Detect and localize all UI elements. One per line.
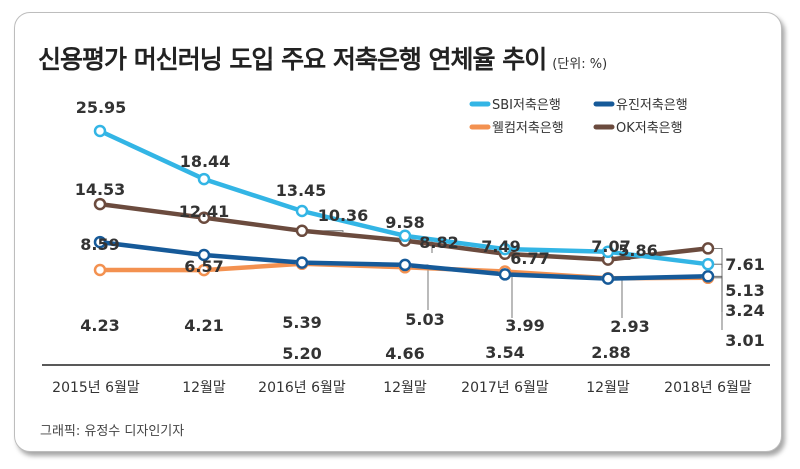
legend-item-OK저축은행: OK저축은행 bbox=[593, 120, 683, 136]
legend-label: SBI저축은행 bbox=[492, 97, 561, 113]
marker-SBI저축은행-3 bbox=[398, 229, 412, 243]
marker-웰컴저축은행-1 bbox=[197, 263, 211, 277]
x-tick-label-3: 12월말 bbox=[383, 380, 427, 396]
value-label-OK저축은행-5: 5.86 bbox=[618, 241, 657, 260]
marker-SBI저축은행-4 bbox=[498, 242, 512, 256]
value-label-SBI저축은행-3: 9.58 bbox=[385, 213, 424, 232]
legend-label: 웰컴저축은행 bbox=[492, 120, 564, 136]
value-label-OK저축은행-4: 6.77 bbox=[510, 249, 549, 268]
marker-유진저축은행-1 bbox=[197, 248, 211, 262]
legend-label: 유진저축은행 bbox=[616, 97, 688, 113]
value-label-SBI저축은행-6: 5.13 bbox=[725, 281, 764, 300]
marker-SBI저축은행-5 bbox=[601, 245, 615, 259]
x-tick-label-6: 2018년 6월말 bbox=[664, 380, 752, 396]
value-label-OK저축은행-0: 14.53 bbox=[75, 180, 126, 199]
marker-유진저축은행-2 bbox=[295, 256, 309, 269]
label-leader bbox=[708, 277, 723, 330]
marker-SBI저축은행-1 bbox=[197, 172, 211, 186]
marker-SBI저축은행-2 bbox=[295, 204, 309, 218]
marker-유진저축은행-0 bbox=[93, 235, 107, 249]
marker-SBI저축은행-6 bbox=[701, 257, 715, 271]
marker-OK저축은행-2 bbox=[295, 224, 309, 238]
value-label-유진저축은행-4: 3.54 bbox=[485, 343, 524, 362]
value-label-유진저축은행-5: 2.88 bbox=[591, 343, 630, 362]
marker-OK저축은행-6 bbox=[701, 242, 715, 255]
marker-유진저축은행-6 bbox=[701, 270, 715, 283]
value-labels: 25.95 18.44 13.45 9.58 7.49 7.07 5.13 8.59 6.57 5… bbox=[75, 98, 765, 363]
value-label-SBI저축은행-5: 7.07 bbox=[591, 237, 630, 256]
value-label-OK저축은행-1: 12.41 bbox=[179, 202, 230, 221]
value-label-웰컴저축은행-4: 3.99 bbox=[505, 316, 544, 335]
legend-item-SBI저축은행: SBI저축은행 bbox=[469, 97, 561, 113]
value-label-유진저축은행-1: 6.57 bbox=[184, 257, 223, 276]
x-tick-label-2: 2016년 6월말 bbox=[258, 380, 346, 396]
legend-item-유진저축은행: 유진저축은행 bbox=[593, 97, 688, 113]
marker-유진저축은행-4 bbox=[498, 268, 512, 281]
value-label-SBI저축은행-2: 13.45 bbox=[276, 181, 327, 200]
marker-웰컴저축은행-0 bbox=[93, 263, 107, 277]
credit-line: 그래픽: 유정수 디자인기자 bbox=[40, 424, 185, 439]
value-label-유진저축은행-0: 8.59 bbox=[80, 235, 119, 254]
marker-유진저축은행-5 bbox=[601, 272, 615, 285]
unit-label: (단위: %) bbox=[552, 57, 608, 72]
marker-SBI저축은행-0 bbox=[93, 124, 107, 138]
value-label-유진저축은행-6: 3.24 bbox=[725, 301, 764, 320]
value-label-웰컴저축은행-0: 4.23 bbox=[80, 316, 119, 335]
marker-OK저축은행-1 bbox=[197, 211, 211, 224]
x-tick-labels: 2015년 6월말 12월말 2016년 6월말 12월말 2017년 6월말 12월말 2… bbox=[52, 380, 752, 396]
legend-item-웰컴저축은행: 웰컴저축은행 bbox=[469, 120, 564, 136]
value-label-웰컴저축은행-5: 2.93 bbox=[610, 317, 649, 336]
chart-title-block: 신용평가 머신러닝 도입 주요 저축은행 연체율 추이 (단위: %) bbox=[38, 40, 607, 76]
value-label-유진저축은행-2: 5.39 bbox=[282, 313, 321, 332]
x-tick-label-0: 2015년 6월말 bbox=[52, 380, 140, 396]
value-label-SBI저축은행-0: 25.95 bbox=[76, 98, 127, 117]
value-label-웰컴저축은행-1: 4.21 bbox=[184, 316, 223, 335]
value-label-SBI저축은행-4: 7.49 bbox=[481, 237, 520, 256]
value-label-웰컴저축은행-6: 3.01 bbox=[725, 331, 764, 350]
marker-OK저축은행-0 bbox=[93, 197, 107, 211]
value-label-OK저축은행-2: 10.36 bbox=[318, 206, 369, 225]
x-tick-label-5: 12월말 bbox=[586, 380, 630, 396]
value-label-웰컴저축은행-3: 4.66 bbox=[385, 344, 424, 363]
value-label-OK저축은행-6: 7.61 bbox=[725, 255, 764, 274]
value-label-SBI저축은행-1: 18.44 bbox=[180, 152, 231, 171]
chart-title: 신용평가 머신러닝 도입 주요 저축은행 연체율 추이 bbox=[38, 45, 547, 74]
series-markers bbox=[93, 124, 715, 285]
value-label-유진저축은행-3: 5.03 bbox=[405, 310, 444, 329]
legend-label: OK저축은행 bbox=[616, 120, 683, 136]
value-label-OK저축은행-3: 8.82 bbox=[419, 233, 458, 252]
x-tick-label-1: 12월말 bbox=[182, 380, 226, 396]
value-label-웰컴저축은행-2: 5.20 bbox=[282, 344, 321, 363]
marker-유진저축은행-3 bbox=[398, 258, 412, 272]
x-tick-label-4: 2017년 6월말 bbox=[461, 380, 549, 396]
